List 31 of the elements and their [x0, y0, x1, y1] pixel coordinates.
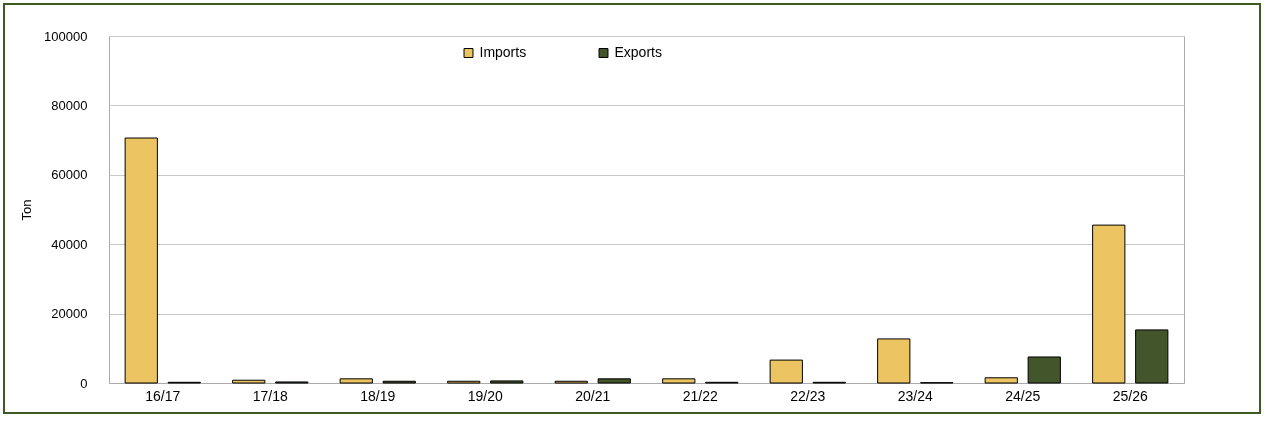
y-tick-label: 20000 [51, 306, 88, 322]
legend-label: Imports [479, 44, 527, 60]
bar [662, 378, 696, 384]
bar [597, 378, 631, 384]
x-tick-label: 24/25 [1005, 387, 1041, 404]
y-tick-label: 80000 [51, 97, 88, 113]
y-axis-title: Ton [19, 199, 35, 221]
bar [984, 377, 1018, 384]
x-tick-label: 18/19 [360, 387, 396, 404]
bar [339, 378, 373, 384]
x-tick-label: 22/23 [790, 387, 826, 404]
bar [769, 359, 803, 384]
x-tick-label: 25/26 [1112, 387, 1148, 404]
bar [232, 379, 266, 384]
y-tick-label: 0 [80, 375, 88, 391]
y-tick-label: 60000 [51, 167, 88, 183]
legend-label: Exports [614, 44, 662, 60]
y-tick-label: 40000 [51, 236, 88, 252]
bar [1027, 356, 1061, 384]
x-tick-label: 16/17 [145, 387, 181, 404]
x-tick-label: 21/22 [682, 387, 718, 404]
bar [490, 380, 524, 384]
x-tick-label: 20/21 [575, 387, 611, 404]
x-tick-label: 23/24 [897, 387, 933, 404]
y-tick-label: 100000 [44, 28, 88, 44]
x-tick-label: 19/20 [467, 387, 503, 404]
bar [1092, 224, 1126, 384]
x-tick-label: 17/18 [252, 387, 288, 404]
bar [124, 137, 158, 384]
bar [877, 338, 911, 384]
bar [1135, 329, 1169, 384]
